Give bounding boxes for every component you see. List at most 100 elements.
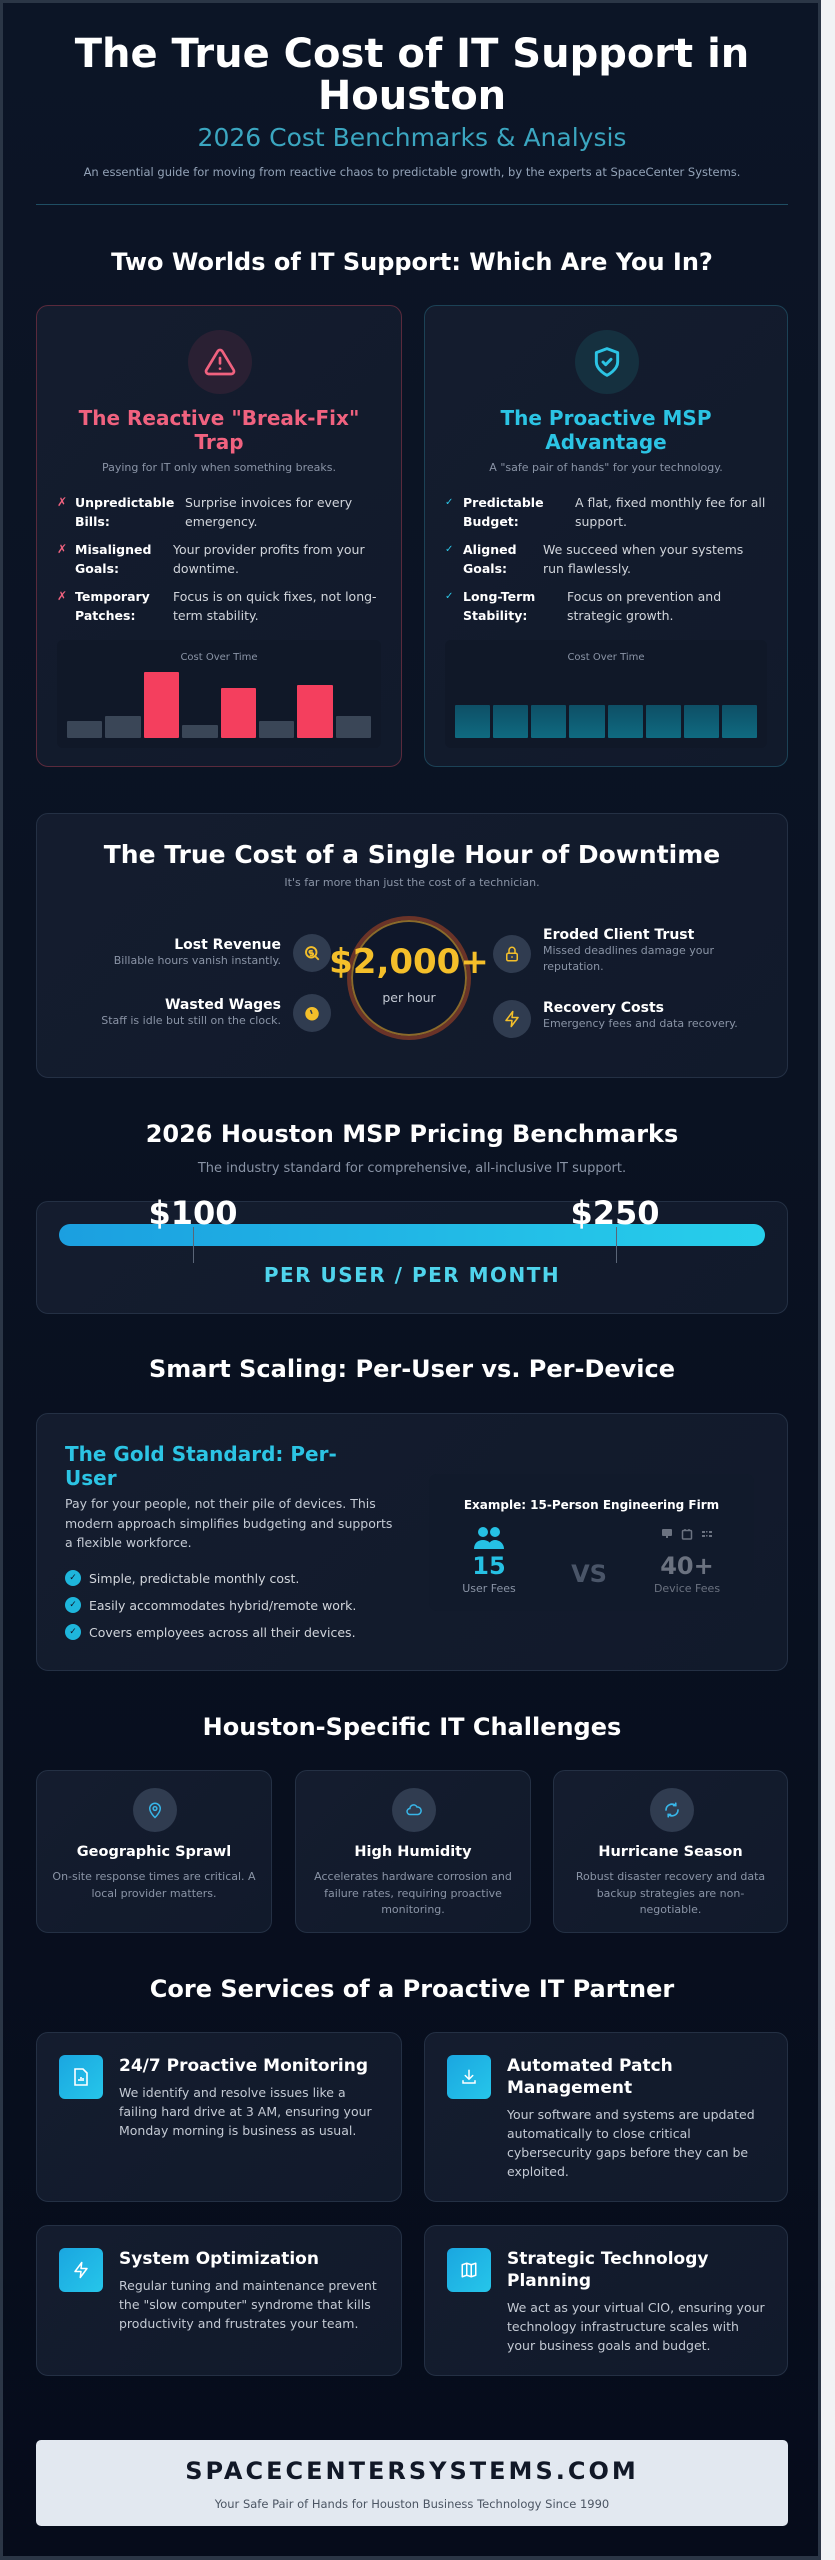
item-title: Recovery Costs [543,1000,664,1016]
stopwatch-icon [293,994,331,1032]
check-label: Covers employees across all their device… [89,1624,356,1640]
cost-lost-revenue: Lost Revenue Billable hours vanish insta… [114,934,331,972]
cost-ring [347,916,471,1040]
reactive-tagline: Paying for IT only when something breaks… [101,461,337,474]
downtime-cost-unit: per hour [382,990,436,1005]
lightning-icon [59,2248,103,2292]
bullet-value: Your provider profits from your downtime… [173,542,365,576]
service-card: Automated Patch Management Your software… [424,2032,788,2202]
cost-wasted-wages: Wasted Wages Staff is idle but still on … [101,994,331,1032]
service-desc: Your software and systems are updated au… [507,2107,755,2179]
challenge-desc: Robust disaster recovery and data backup… [575,1870,766,1916]
service-title: 24/7 Proactive Monitoring [119,2056,368,2076]
bullet-key: Predictable Budget: [463,495,544,529]
item-desc: Staff is idle but still on the clock. [101,1014,281,1027]
item-desc: Emergency fees and data recovery. [543,1017,738,1030]
report-chart-icon [59,2055,103,2099]
proactive-bullet: ✓ Predictable Budget: A flat, fixed mont… [445,493,767,531]
vs-label: VS [571,1560,607,1588]
page-title: The True Cost of IT Support in Houston [74,31,750,119]
chart-bar [683,705,719,738]
service-title: Automated Patch Management [507,2056,673,2098]
scaling-body: Pay for your people, not their pile of d… [65,1496,393,1550]
bullet-value: A flat, fixed monthly fee for all suppor… [575,495,766,529]
bullet-key: Unpredictable Bills: [75,495,175,529]
lightning-icon [493,1000,531,1038]
device-count: 40+ [660,1552,714,1580]
check-label: Simple, predictable monthly cost. [89,1570,300,1586]
challenge-desc: Accelerates hardware corrosion and failu… [314,1870,512,1916]
check-mark-icon: ✓ [445,544,454,555]
footer-tagline: Your Safe Pair of Hands for Houston Busi… [214,2497,610,2511]
chart-bar [297,685,333,738]
cloud-humidity-icon [392,1788,436,1832]
chart-bar [607,705,643,738]
proactive-tagline: A "safe pair of hands" for your technolo… [489,461,723,474]
footer-site-link[interactable]: SPACECENTERSYSTEMS.COM [185,2457,639,2485]
check-circle-icon: ✓ [65,1624,81,1640]
downtime-subtitle: It's far more than just the cost of a te… [284,876,540,889]
service-desc: Regular tuning and maintenance prevent t… [119,2278,377,2331]
download-icon [447,2055,491,2099]
chart-bar [493,705,529,738]
footer-banner: SPACECENTERSYSTEMS.COM Your Safe Pair of… [36,2440,788,2526]
item-desc: Billable hours vanish instantly. [113,954,281,967]
refresh-cycle-icon [650,1788,694,1832]
scaling-example: Example: 15-Person Engineering Firm 15 U… [429,1474,754,1611]
item-title: Eroded Client Trust [543,927,695,943]
warning-triangle-icon [188,330,252,394]
item-title: Wasted Wages [164,997,281,1013]
users-group-icon [459,1526,519,1554]
user-label: User Fees [462,1582,516,1595]
check-circle-icon: ✓ [65,1570,81,1586]
service-title: System Optimization [119,2249,319,2269]
challenge-card: Hurricane Season Robust disaster recover… [553,1770,788,1933]
service-desc: We identify and resolve issues like a fa… [119,2085,372,2138]
proactive-card: The Proactive MSP Advantage A "safe pair… [424,305,788,767]
cost-recovery: Recovery Costs Emergency fees and data r… [493,1000,773,1038]
reactive-bullet: ✗ Misaligned Goals: Your provider profit… [57,540,381,578]
reactive-title: The Reactive "Break-Fix" Trap [78,406,360,454]
calendar-icon [681,1529,693,1540]
x-mark-icon: ✗ [57,542,68,556]
divider [36,204,788,205]
chart-label: Cost Over Time [180,652,258,663]
bullet-value: Surprise invoices for every emergency. [185,495,353,529]
chart-bars [455,672,757,738]
map-book-icon [447,2248,491,2292]
service-card: Strategic Technology Planning We act as … [424,2225,788,2376]
chart-bar [455,705,491,738]
monitor-icon [662,1529,672,1538]
lock-icon [493,935,531,973]
x-mark-icon: ✗ [57,495,68,509]
check-label: Easily accommodates hybrid/remote work. [89,1597,357,1613]
check-mark-icon: ✓ [445,497,454,508]
service-card: System Optimization Regular tuning and m… [36,2225,402,2376]
bullet-key: Aligned Goals: [463,542,517,576]
chart-label: Cost Over Time [567,652,645,663]
chart-bar [531,705,567,738]
scaling-check-item: ✓ Simple, predictable monthly cost. [65,1570,299,1586]
example-title: Example: 15-Person Engineering Firm [463,1498,720,1512]
shield-check-icon [575,330,639,394]
reactive-cost-chart: Cost Over Time [57,640,381,748]
section-title-two-worlds: Two Worlds of IT Support: Which Are You … [111,248,713,276]
bullet-value: Focus on prevention and strategic growth… [567,589,722,623]
check-circle-icon: ✓ [65,1597,81,1613]
price-marker-low [193,1227,194,1263]
user-count: 15 [472,1552,506,1580]
cost-eroded-trust: Eroded Client Trust Missed deadlines dam… [493,927,743,975]
price-range-bar [59,1224,765,1246]
service-desc: We act as your virtual CIO, ensuring you… [507,2300,765,2353]
scaling-heading: The Gold Standard: Per-User [65,1442,337,1490]
chart-bar [105,716,141,738]
challenge-title: High Humidity [354,1844,472,1860]
challenge-desc: On-site response times are critical. A l… [52,1870,256,1900]
reactive-bullet: ✗ Temporary Patches: Focus is on quick f… [57,587,381,625]
service-title: Strategic Technology Planning [507,2249,709,2291]
dollar-search-icon [293,934,331,972]
pricing-subtitle: The industry standard for comprehensive,… [197,1161,627,1176]
bullet-key: Temporary Patches: [75,589,150,623]
proactive-bullet: ✓ Aligned Goals: We succeed when your sy… [445,540,767,578]
